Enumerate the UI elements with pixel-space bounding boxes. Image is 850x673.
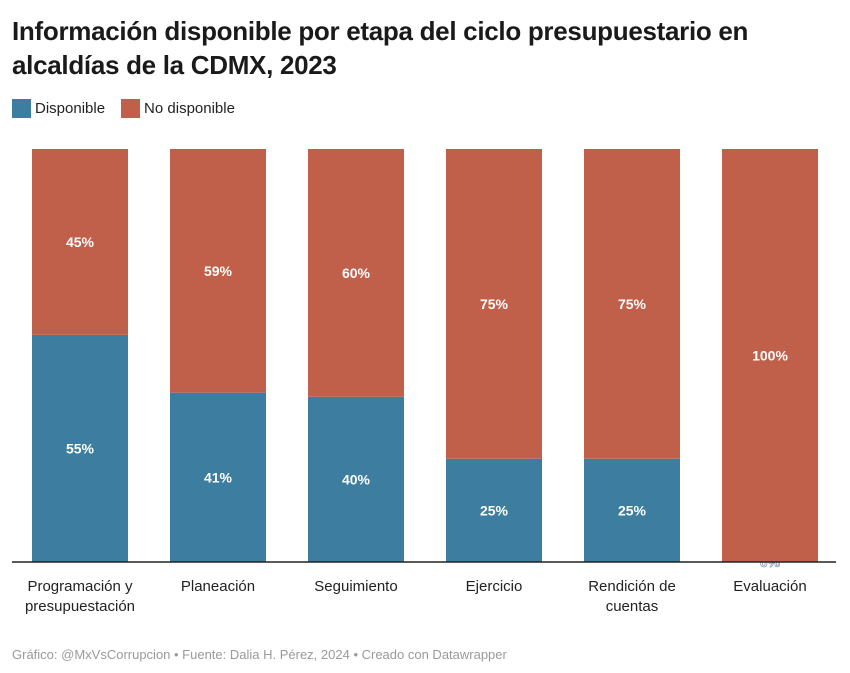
bar-disponible: [446, 458, 542, 562]
bar-disponible: [32, 334, 128, 562]
x-tick-label: Seguimiento: [314, 578, 397, 595]
bar-no-disponible: [584, 149, 680, 459]
value-label: 60%: [342, 265, 371, 281]
x-tick-label: Programación y: [27, 578, 133, 595]
value-label: 59%: [204, 263, 233, 279]
value-label: 25%: [618, 502, 647, 518]
legend-item-disponible: Disponible: [12, 99, 105, 118]
x-tick-label: Ejercicio: [466, 578, 523, 595]
legend-label-disponible: Disponible: [35, 100, 106, 117]
bar-no-disponible: [170, 149, 266, 393]
footer-credits: Gráfico: @MxVsCorrupcion • Fuente: Dalia…: [12, 647, 507, 662]
x-tick-label: Rendición de: [588, 578, 676, 595]
x-tick-label: cuentas: [606, 598, 659, 615]
bar-no-disponible: [446, 149, 542, 459]
legend: Disponible No disponible: [12, 99, 235, 118]
legend-label-no-disponible: No disponible: [144, 100, 235, 117]
value-label: 55%: [66, 440, 95, 456]
legend-swatch-disponible: [12, 99, 31, 118]
value-label: 40%: [342, 471, 371, 487]
legend-swatch-no-disponible: [121, 99, 141, 118]
chart-title: Información disponible por etapa del cic…: [12, 16, 749, 80]
value-label: 25%: [480, 502, 509, 518]
x-tick-label: Evaluación: [733, 578, 806, 595]
bar-disponible: [170, 392, 266, 562]
bar-no-disponible: [32, 149, 128, 335]
bar-disponible: [584, 458, 680, 562]
value-label: 41%: [204, 469, 233, 485]
value-label: 75%: [618, 296, 647, 312]
value-label: 100%: [752, 348, 788, 364]
value-label: 45%: [66, 234, 95, 250]
value-label: 75%: [480, 296, 509, 312]
x-tick-label: Planeación: [181, 578, 255, 595]
bar-no-disponible: [308, 149, 404, 397]
x-tick-label: presupuestación: [25, 598, 135, 615]
bar-disponible: [308, 396, 404, 562]
legend-item-no-disponible: No disponible: [121, 99, 235, 118]
bar-no-disponible: [722, 149, 818, 562]
